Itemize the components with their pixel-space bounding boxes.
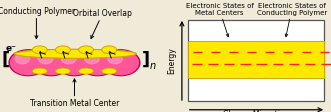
Circle shape (11, 51, 46, 75)
Text: ]: ] (142, 50, 150, 68)
Ellipse shape (32, 46, 47, 54)
Circle shape (32, 50, 71, 76)
Circle shape (34, 51, 69, 75)
Bar (188, 41, 324, 78)
Circle shape (9, 50, 47, 76)
Ellipse shape (13, 51, 138, 71)
Text: Transition Metal Center: Transition Metal Center (30, 79, 119, 108)
Circle shape (62, 54, 76, 64)
Text: Electronic States of
Conducting Polymer: Electronic States of Conducting Polymer (257, 3, 327, 37)
Text: Orbital Overlap: Orbital Overlap (73, 9, 132, 39)
Text: Electronic States of
Metal Centers: Electronic States of Metal Centers (186, 3, 254, 37)
Text: n: n (150, 61, 156, 71)
Ellipse shape (55, 68, 71, 74)
Ellipse shape (79, 68, 94, 74)
Circle shape (80, 51, 115, 75)
Circle shape (102, 50, 140, 76)
Ellipse shape (14, 49, 136, 58)
Ellipse shape (102, 68, 117, 74)
Text: Energy: Energy (167, 47, 176, 74)
Circle shape (56, 50, 94, 76)
Text: Charge Migration: Charge Migration (223, 110, 290, 112)
Ellipse shape (32, 68, 47, 74)
Ellipse shape (79, 46, 94, 54)
Text: [: [ (2, 50, 10, 68)
Circle shape (38, 54, 53, 64)
Text: e⁻: e⁻ (5, 44, 16, 53)
Ellipse shape (102, 46, 117, 54)
Circle shape (15, 54, 30, 64)
Ellipse shape (55, 46, 71, 54)
Circle shape (57, 51, 92, 75)
Circle shape (85, 54, 99, 64)
Text: Conducting Polymer: Conducting Polymer (0, 7, 75, 39)
Circle shape (79, 50, 117, 76)
Bar (188, 20, 324, 101)
Circle shape (108, 54, 122, 64)
Circle shape (103, 51, 138, 75)
